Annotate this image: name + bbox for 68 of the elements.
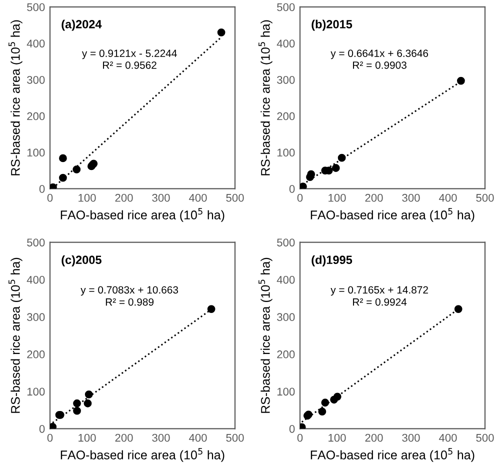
- y-tick-label: 400: [26, 40, 45, 48]
- y-tick-label: 500: [27, 238, 45, 246]
- y-tick-label: 200: [277, 112, 295, 120]
- x-tick-label: 400: [188, 434, 207, 442]
- x-tick-label: 500: [476, 194, 494, 202]
- x-tick-label: 0: [47, 194, 53, 202]
- annotation: R² = 0.9562: [103, 61, 156, 69]
- x-tick-label: 400: [438, 434, 457, 442]
- y-tick-label: 300: [27, 76, 45, 84]
- y-axis-title: RS-based rice area (10$^{5}$ ha): [258, 20, 272, 176]
- x-tick-label: 300: [402, 194, 420, 202]
- x-tick-label: 200: [115, 194, 133, 202]
- y-tick-label: 0: [289, 424, 295, 433]
- y-tick-label: 400: [26, 276, 45, 284]
- y-tick-label: 500: [277, 3, 295, 12]
- y-tick-label: 300: [277, 313, 295, 322]
- y-axis-title: RS-based rice area (10$^{5}$ ha): [8, 20, 22, 176]
- x-tick-label: 500: [226, 434, 244, 442]
- y-tick-label: 100: [27, 388, 45, 396]
- y-axis-title: RS-based rice area (10$^{5}$ ha): [258, 258, 272, 413]
- x-tick-label: 100: [328, 434, 346, 442]
- y-tick-label: 500: [27, 3, 45, 12]
- x-tick-label: 500: [226, 194, 244, 202]
- x-tick-label: 100: [78, 194, 96, 202]
- y-tick-label: 0: [289, 184, 295, 193]
- x-tick-label: 200: [115, 434, 133, 442]
- annotation: y = 0.9121x - 5.2244: [82, 50, 177, 60]
- x-tick-label: 200: [365, 434, 383, 442]
- x-tick-label: 300: [402, 434, 420, 442]
- text: (a)2024: [62, 20, 102, 31]
- x-tick-label: 400: [438, 194, 457, 202]
- y-tick-label: 400: [276, 40, 295, 48]
- x-axis-title: FAO-based rice area (10$^{5}$ ha): [60, 208, 224, 222]
- y-tick-label: 200: [27, 350, 45, 358]
- annotation: R² = 0.9924: [353, 298, 407, 306]
- x-tick-label: 0: [47, 434, 53, 442]
- x-tick-label: 300: [152, 434, 170, 442]
- y-tick-label: 500: [277, 238, 295, 246]
- x-tick-label: 300: [152, 194, 170, 202]
- x-tick-label: 0: [297, 194, 303, 202]
- text: (b)2015: [312, 20, 352, 31]
- text: (d)1995: [312, 255, 352, 266]
- x-tick-label: 400: [188, 194, 207, 202]
- annotation: y = 0.7165x + 14.872: [330, 286, 428, 296]
- y-tick-label: 0: [39, 184, 45, 193]
- y-tick-label: 0: [39, 424, 45, 433]
- x-axis-title: FAO-based rice area (10$^{5}$ ha): [60, 448, 224, 462]
- y-tick-label: 400: [276, 276, 295, 284]
- y-tick-label: 100: [27, 148, 45, 157]
- x-tick-label: 200: [365, 194, 383, 202]
- x-tick-label: 100: [328, 194, 346, 202]
- annotation: y = 0.6641x + 6.3646: [330, 50, 428, 60]
- x-tick-label: 0: [297, 434, 303, 442]
- y-axis-title: RS-based rice area (10$^{5}$ ha): [8, 258, 22, 413]
- y-tick-label: 300: [277, 76, 295, 84]
- y-tick-label: 100: [277, 148, 295, 157]
- annotation: R² = 0.9903: [353, 61, 406, 69]
- annotation: y = 0.7083x + 10.663: [80, 286, 178, 296]
- x-axis-title: FAO-based rice area (10$^{5}$ ha): [310, 208, 474, 222]
- y-tick-label: 200: [277, 350, 295, 358]
- y-tick-label: 100: [277, 388, 295, 396]
- y-tick-label: 200: [27, 112, 45, 120]
- annotation: R² = 0.989: [106, 298, 154, 306]
- text: (c)2005: [62, 255, 102, 266]
- x-tick-label: 500: [476, 434, 494, 442]
- x-tick-label: 100: [78, 434, 96, 442]
- y-tick-label: 300: [27, 313, 45, 322]
- x-axis-title: FAO-based rice area (10$^{5}$ ha): [310, 448, 474, 462]
